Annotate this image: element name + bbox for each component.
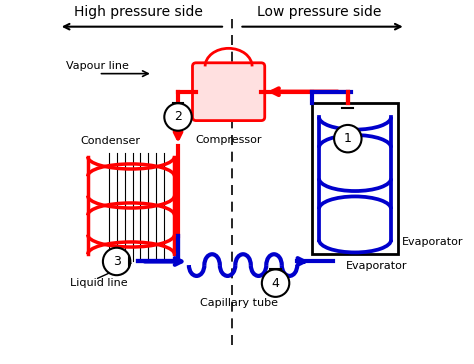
Text: Compressor: Compressor xyxy=(195,135,262,145)
Circle shape xyxy=(262,269,289,297)
Text: Capillary tube: Capillary tube xyxy=(201,298,278,308)
Circle shape xyxy=(334,125,362,153)
Text: High pressure side: High pressure side xyxy=(74,5,203,19)
Text: Low pressure side: Low pressure side xyxy=(257,5,381,19)
Circle shape xyxy=(103,248,130,275)
Text: 2: 2 xyxy=(174,111,182,123)
FancyBboxPatch shape xyxy=(312,103,398,254)
Text: Evaporator: Evaporator xyxy=(402,237,464,247)
FancyBboxPatch shape xyxy=(192,63,265,120)
Text: 1: 1 xyxy=(344,132,352,145)
Text: Evaporator: Evaporator xyxy=(346,261,408,272)
Text: Vapour line: Vapour line xyxy=(66,62,129,71)
Text: Liquid line: Liquid line xyxy=(70,278,128,288)
Circle shape xyxy=(164,103,192,131)
Text: 4: 4 xyxy=(272,277,280,290)
Text: Condenser: Condenser xyxy=(81,136,140,146)
Text: 3: 3 xyxy=(113,255,120,268)
